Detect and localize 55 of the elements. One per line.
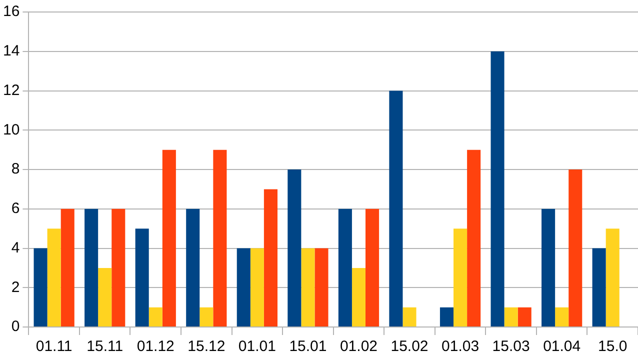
bar <box>389 90 403 326</box>
x-tick-label: 01.02 <box>340 338 378 356</box>
y-tick-label: 8 <box>11 160 20 178</box>
y-tick-label: 6 <box>11 200 20 218</box>
bar <box>112 208 126 326</box>
bar <box>592 248 606 326</box>
bar <box>467 150 481 326</box>
bar <box>518 307 532 326</box>
x-tick-label: 01.03 <box>442 338 480 356</box>
bar <box>352 268 366 326</box>
bar <box>454 228 468 326</box>
bar <box>440 307 454 326</box>
bar <box>606 228 620 326</box>
bar <box>84 208 98 326</box>
bar <box>47 228 61 326</box>
y-tick-label: 12 <box>2 82 20 99</box>
bar <box>314 248 328 326</box>
bar <box>60 208 74 326</box>
x-tick-label: 01.04 <box>543 338 581 356</box>
x-tick-label: 15.03 <box>492 338 530 356</box>
x-tick-label: 15.12 <box>188 338 226 356</box>
bar <box>135 228 149 326</box>
bar <box>186 208 200 326</box>
y-tick-label: 0 <box>11 318 20 336</box>
bar <box>213 150 227 326</box>
bar <box>148 307 162 326</box>
y-tick-label: 2 <box>11 278 20 296</box>
bar <box>162 150 176 326</box>
x-tick-label: 15.01 <box>289 338 327 356</box>
bar <box>200 307 214 326</box>
x-tick-label: 15.0 <box>598 338 628 356</box>
bar <box>504 307 518 326</box>
bar <box>568 170 582 326</box>
x-tick-label: 01.11 <box>36 338 72 356</box>
y-tick-label: 4 <box>11 239 20 256</box>
bar <box>98 268 112 326</box>
x-tick-label: 15.02 <box>390 338 428 356</box>
x-tick-label: 15.11 <box>86 338 124 356</box>
bar <box>288 170 302 326</box>
x-tick-label: 01.12 <box>136 338 174 356</box>
x-tick-label: 01.01 <box>238 338 276 356</box>
bar <box>555 307 569 326</box>
y-tick-label: 10 <box>2 121 20 138</box>
bar <box>34 248 48 326</box>
bar <box>338 208 352 326</box>
bar <box>542 208 556 326</box>
bar <box>366 208 380 326</box>
bar <box>250 248 264 326</box>
y-tick-label: 16 <box>2 3 20 20</box>
bar <box>264 189 278 326</box>
bar <box>490 51 504 326</box>
bar <box>236 248 250 326</box>
bar <box>402 307 416 326</box>
bar <box>301 248 315 326</box>
y-tick-label: 14 <box>2 42 20 60</box>
